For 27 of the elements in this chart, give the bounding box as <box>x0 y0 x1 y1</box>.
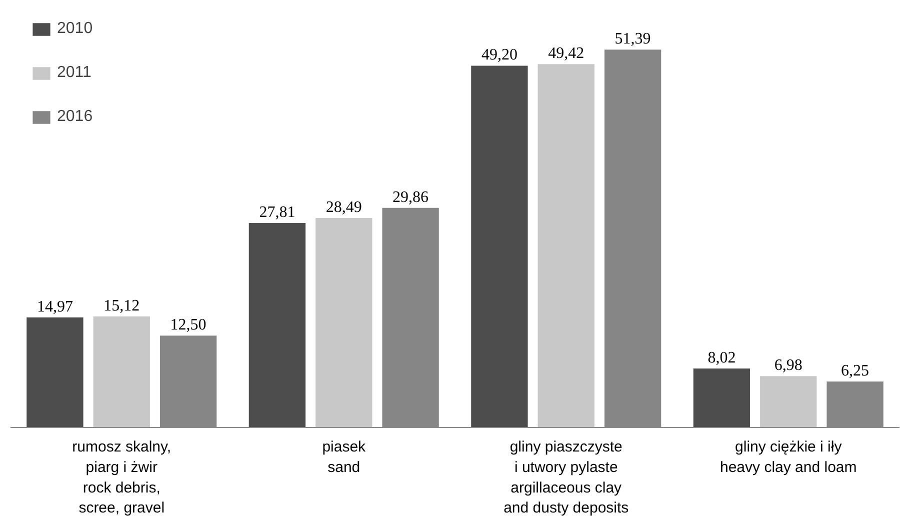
data-label: 15,12 <box>104 297 140 314</box>
data-label: 6,98 <box>774 357 802 374</box>
x-tick-label: piasek sand <box>322 438 366 476</box>
bar <box>693 368 750 428</box>
bar <box>316 218 372 428</box>
data-label: 8,02 <box>708 350 736 367</box>
data-label: 27,81 <box>259 204 296 222</box>
x-tick-label: rumosz skalny, piarg i żwir rock debris, scree, gravel <box>72 438 172 517</box>
x-tick-label: gliny ciężkie i iły heavy clay and loam <box>720 438 857 476</box>
bar <box>760 376 817 428</box>
data-label: 29,86 <box>392 188 429 206</box>
data-label: 28,49 <box>326 199 362 216</box>
bar <box>538 64 594 428</box>
legend-label: 2016 <box>57 108 93 126</box>
bar <box>26 317 84 428</box>
bar <box>471 66 528 428</box>
legend-label: 2011 <box>57 64 92 82</box>
data-label: 51,39 <box>614 30 651 48</box>
data-label: 49,20 <box>481 46 518 64</box>
data-label: 49,42 <box>548 45 584 62</box>
bar <box>93 316 150 428</box>
data-label: 6,25 <box>841 362 870 380</box>
data-label: 14,97 <box>36 298 73 316</box>
bar <box>248 223 306 428</box>
x-tick-label: gliny piaszczyste i utwory pylaste argillaceous clay and dusty deposits <box>504 438 629 517</box>
legend-label: 2010 <box>57 20 93 38</box>
data-label: 12,50 <box>170 316 206 334</box>
